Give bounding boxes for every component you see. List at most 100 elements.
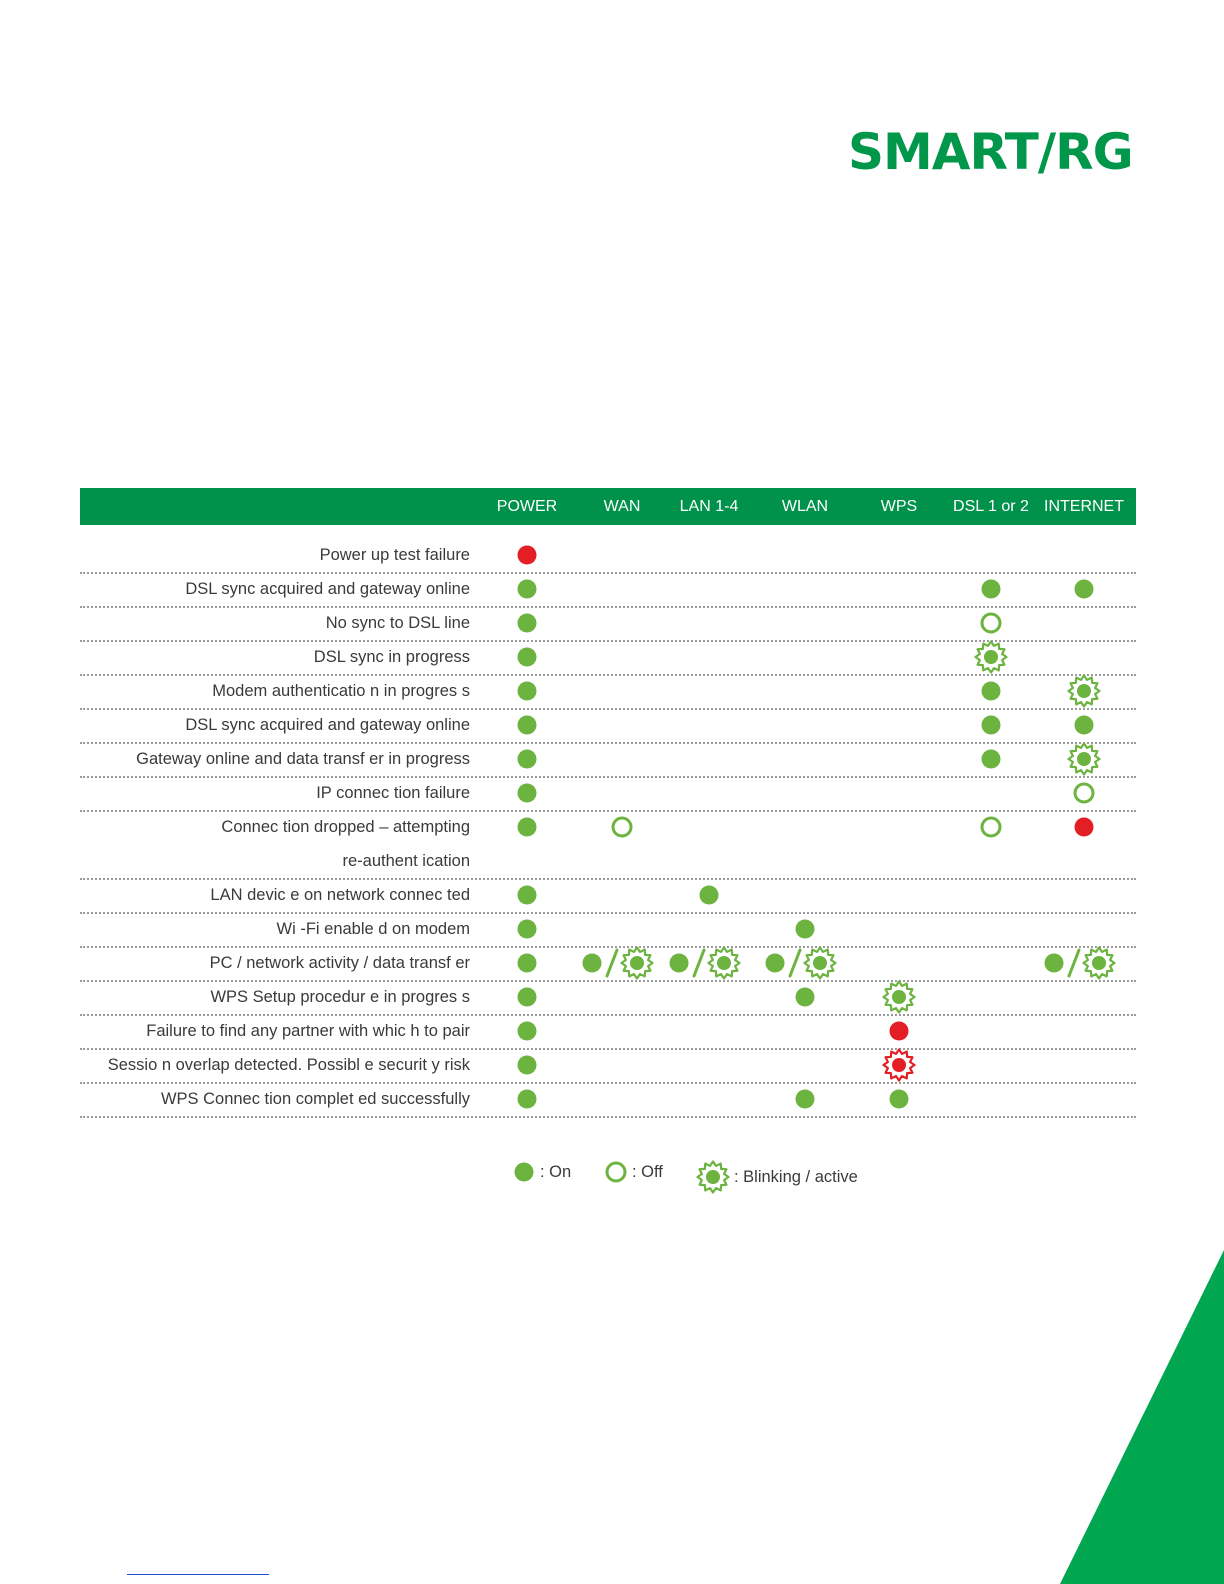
led-blinking-icon	[707, 946, 741, 980]
row-label: IP connec tion failure	[316, 784, 470, 802]
led-on-icon	[795, 1089, 815, 1109]
led-on-icon	[517, 1055, 537, 1075]
indicator-internet	[1072, 708, 1096, 742]
indicator-dsl	[979, 708, 1003, 742]
indicator-wlan	[793, 912, 817, 946]
column-header-wan: WAN	[603, 498, 641, 515]
indicator-wan	[580, 946, 654, 980]
led-on-red-icon	[1074, 817, 1094, 837]
indicator-power	[515, 538, 539, 572]
indicator-dsl	[979, 810, 1003, 844]
table-row: PC / network activity / data transf er	[80, 946, 1136, 982]
indicator-internet	[1067, 674, 1101, 708]
led-on-icon	[765, 953, 785, 973]
led-blinking-icon	[974, 640, 1008, 674]
indicator-wps	[882, 980, 916, 1014]
led-on-icon	[517, 647, 537, 667]
led-on-icon	[517, 953, 537, 973]
table-row: Failure to find any partner with whic h …	[80, 1014, 1136, 1050]
indicator-wlan	[763, 946, 837, 980]
row-label: Wi -Fi enable d on modem	[276, 920, 471, 938]
table-row: IP connec tion failure	[80, 776, 1136, 812]
row-label: Power up test failure	[319, 546, 470, 564]
slash-icon	[788, 948, 802, 978]
indicator-wlan	[793, 980, 817, 1014]
table-row: Connec tion dropped – attempting re-authe…	[80, 810, 1136, 880]
led-on-icon	[517, 817, 537, 837]
table-row: No sync to DSL line	[80, 606, 1136, 642]
table-row: DSL sync in progress	[80, 640, 1136, 676]
indicator-lan	[697, 878, 721, 912]
led-on-icon	[669, 953, 689, 973]
led-on-icon	[517, 681, 537, 701]
led-blinking-icon	[1082, 946, 1116, 980]
on-indicator-icon	[512, 1160, 536, 1184]
table-row: Sessio n overlap detected. Possibl e sec…	[80, 1048, 1136, 1084]
row-label: Sessio n overlap detected. Possibl e sec…	[107, 1056, 470, 1074]
table-row: LAN devic e on network connec ted	[80, 878, 1136, 914]
indicator-dsl	[979, 572, 1003, 606]
indicator-power	[515, 980, 539, 1014]
led-on-icon	[1074, 715, 1094, 735]
row-label: Failure to find any partner with whic h …	[146, 1022, 470, 1040]
led-on-icon	[517, 749, 537, 769]
led-off-icon	[605, 1161, 627, 1183]
table-header: POWER WAN LAN 1-4 WLAN WPS DSL 1 or 2 INTERNET	[80, 488, 1136, 525]
led-on-icon	[1074, 579, 1094, 599]
led-on-icon	[981, 579, 1001, 599]
indicator-power	[515, 1082, 539, 1116]
corner-decoration	[1060, 1250, 1224, 1584]
led-blinking-icon	[620, 946, 654, 980]
indicator-power	[515, 674, 539, 708]
table-row: Power up test failure	[80, 538, 1136, 574]
led-on-icon	[517, 783, 537, 803]
legend-blinking-label: : Blinking / active	[734, 1167, 858, 1186]
legend-off-label: : Off	[632, 1162, 663, 1181]
led-blinking-icon	[882, 980, 916, 1014]
indicator-internet	[1072, 810, 1096, 844]
column-header-wps: WPS	[880, 498, 918, 515]
led-on-icon	[517, 987, 537, 1007]
smartrg-logo: SMART/RG	[848, 123, 1134, 181]
table-row: DSL sync acquired and gateway online	[80, 572, 1136, 608]
indicator-power	[515, 708, 539, 742]
led-on-red-icon	[889, 1021, 909, 1041]
indicator-wan	[610, 810, 634, 844]
indicator-dsl	[979, 742, 1003, 776]
table-row: Wi -Fi enable d on modem	[80, 912, 1136, 948]
slash-icon	[692, 948, 706, 978]
indicator-power	[515, 606, 539, 640]
led-on-icon	[582, 953, 602, 973]
led-on-icon	[517, 919, 537, 939]
legend-on-label: : On	[540, 1162, 572, 1181]
led-on-icon	[514, 1162, 534, 1182]
indicator-dsl	[979, 674, 1003, 708]
led-on-icon	[795, 919, 815, 939]
indicator-dsl	[974, 640, 1008, 674]
legend-blinking: : Blinking / active	[696, 1160, 858, 1194]
led-on-icon	[517, 1089, 537, 1109]
indicator-power	[515, 1048, 539, 1082]
indicator-power	[515, 640, 539, 674]
led-on-icon	[517, 715, 537, 735]
row-label: Modem authenticatio n in progres s	[212, 682, 470, 700]
table-row: WPS Setup procedur e in progres s	[80, 980, 1136, 1016]
legend-off: : Off	[604, 1160, 663, 1184]
indicator-internet	[1072, 776, 1096, 810]
led-blinking-icon	[1067, 742, 1101, 776]
led-blinking-icon	[803, 946, 837, 980]
indicator-power	[515, 912, 539, 946]
led-on-red-icon	[517, 545, 537, 565]
indicator-power	[515, 572, 539, 606]
row-label: Connec tion dropped – attempting	[221, 818, 470, 836]
led-on-icon	[517, 579, 537, 599]
indicator-power	[515, 946, 539, 980]
led-off-icon	[980, 612, 1002, 634]
table-row: DSL sync acquired and gateway online	[80, 708, 1136, 744]
row-label: DSL sync acquired and gateway online	[185, 580, 470, 598]
footer-link-underline	[127, 1574, 269, 1575]
indicator-wps	[887, 1082, 911, 1116]
led-on-icon	[699, 885, 719, 905]
led-on-icon	[981, 681, 1001, 701]
indicator-power	[515, 742, 539, 776]
